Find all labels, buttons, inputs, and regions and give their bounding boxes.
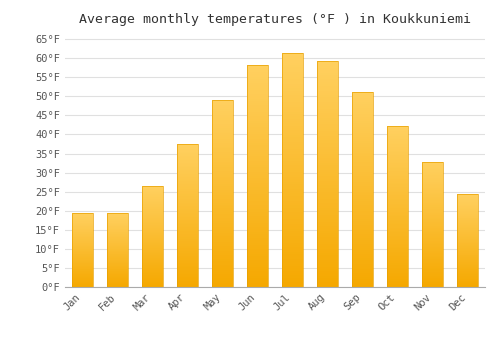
Title: Average monthly temperatures (°F ) in Koukkuniemi: Average monthly temperatures (°F ) in Ko… [79, 13, 471, 26]
